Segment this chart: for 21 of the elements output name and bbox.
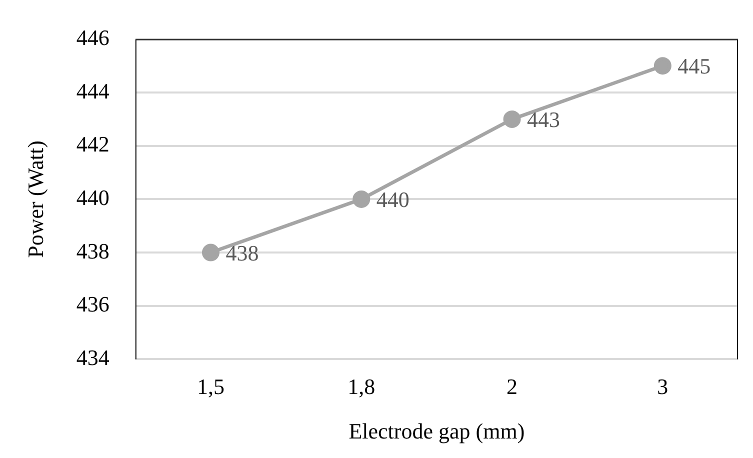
y-axis-title: Power (Watt) xyxy=(22,140,48,258)
y-tick-label: 440 xyxy=(76,184,110,210)
data-label: 443 xyxy=(527,106,560,132)
x-tick-label: 1,5 xyxy=(196,374,224,400)
y-tick-label: 438 xyxy=(76,238,110,264)
y-tick-label: 444 xyxy=(76,78,110,104)
y-tick-label: 442 xyxy=(76,132,110,157)
x-axis-title: Electrode gap (mm) xyxy=(348,418,525,444)
y-tick-label: 446 xyxy=(76,24,110,50)
point xyxy=(503,110,521,128)
y-tick-label: 436 xyxy=(76,292,110,317)
x-tick-label: 2 xyxy=(506,374,518,400)
x-tick-label: 3 xyxy=(657,374,668,400)
x-tick-label: 1,8 xyxy=(348,374,376,400)
data-label: 440 xyxy=(376,186,410,212)
data-label: 445 xyxy=(678,54,711,79)
y-tick-label: 434 xyxy=(76,344,110,370)
point xyxy=(352,190,370,208)
point xyxy=(202,244,220,262)
data-label: 438 xyxy=(226,240,259,266)
point xyxy=(654,57,672,75)
